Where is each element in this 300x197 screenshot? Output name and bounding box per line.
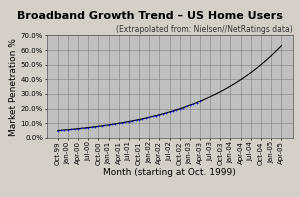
Text: (Extrapolated from: Nielsen//NetRatings data): (Extrapolated from: Nielsen//NetRatings …: [116, 25, 292, 34]
Text: Broadband Growth Trend – US Home Users: Broadband Growth Trend – US Home Users: [17, 11, 283, 21]
Y-axis label: Market Penetration %: Market Penetration %: [9, 38, 18, 136]
X-axis label: Month (starting at Oct. 1999): Month (starting at Oct. 1999): [103, 168, 236, 177]
